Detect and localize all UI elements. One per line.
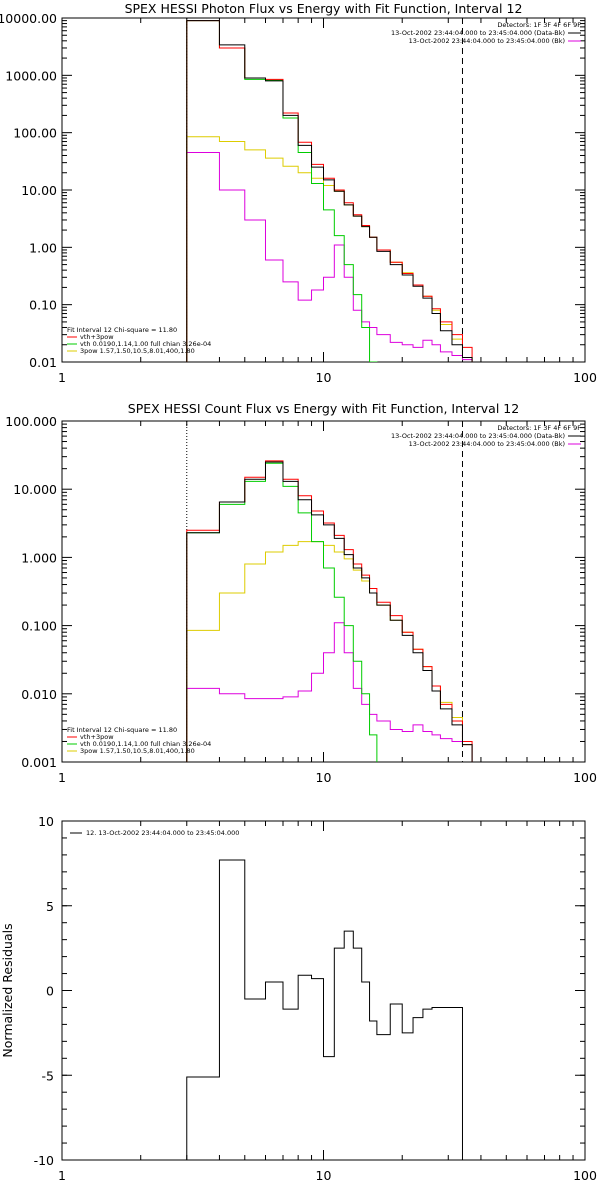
residuals-panel: 1 10 100 10 5 0 -5 -10 Normalized Residuals 12. 1… [0,814,597,1183]
detector-list: Detectors: 1F 3F 4F 6F 9F [497,424,581,432]
y-tick-label: 1.00 [29,240,57,255]
y-tick-label: 0.100 [21,619,57,634]
y-tick-label: -10 [34,1153,54,1168]
legend-entry-text: 13-Oct-2002 23:44:04.000 to 23:45:04.000… [391,432,565,440]
series-group [186,460,473,762]
legend-entry-text: 12. 13-Oct-2002 23:44:04.000 to 23:45:04… [86,829,239,837]
legend-entry-text: 3pow 1.57,1.50,10.5,8.01,400,1.80 [80,347,195,355]
legend-entry-text: Fit Interval 12 Chi-square = 11.80 [67,326,177,334]
series-line-vth [186,462,378,762]
y-tick-label: 0 [46,984,54,999]
legend-entry-text: 13-Oct-2002 23:44:04.000 to 23:45:04.000… [391,29,565,37]
series-line-vth-3pow [186,460,473,762]
x-tick-label: 100 [573,370,597,385]
chart-title: SPEX HESSI Count Flux vs Energy with Fit… [128,401,519,416]
legend-entry-text: 13-Oct-2002 23:44:04.000 to 23:45:04.000… [409,440,565,448]
x-tick-label: 100 [573,770,597,785]
y-tick-label: -5 [42,1068,54,1083]
x-tick-label: 1 [58,1168,66,1183]
y-tick-label: 10000.00 [0,11,57,26]
legend-entry-text: vth+3pow [80,333,114,341]
series-line-vth-3pow [186,20,473,362]
x-tick-label: 1 [58,370,66,385]
chart-title: SPEX HESSI Photon Flux vs Energy with Fi… [125,1,523,16]
series-line-vth [186,20,378,362]
count-flux-panel: SPEX HESSI Count Flux vs Energy with Fit… [5,401,597,785]
x-tick-label: 10 [316,370,332,385]
series-group [186,20,473,362]
legend-entry-text: vth+3pow [80,733,114,741]
legend-entry-text: vth 0.0190,1.14,1.00 full chian 3.26e-04 [80,740,211,748]
series-line-12-13-oct-2002-23-44-04-000-to-23-45-04-000 [186,859,463,1160]
y-tick-label: 1.000 [21,550,57,565]
y-tick-label: 1000.00 [5,68,57,83]
y-tick-label: 10.000 [13,482,57,497]
y-tick-label: 100.00 [13,126,57,141]
series-line-data-bk [186,20,473,362]
y-tick-label: 10.00 [21,183,57,198]
legend-entry-text: Fit Interval 12 Chi-square = 11.80 [67,726,177,734]
series-line-bk [186,152,473,362]
y-tick-label: 0.10 [29,298,57,313]
x-tick-label: 10 [316,770,332,785]
y-tick-label: 100.000 [5,414,57,429]
series-line-3pow [186,136,473,362]
x-tick-label: 10 [316,1168,332,1183]
series-line-data-bk [186,461,473,762]
x-tick-label: 1 [58,770,66,785]
series-line-bk [186,622,473,762]
legend-entry-text: 13-Oct-2002 23:44:04.000 to 23:45:04.000… [409,37,565,45]
detector-list: Detectors: 1F 3F 4F 6F 9F [497,21,581,29]
y-axis-label: Normalized Residuals [0,923,15,1057]
y-tick-label: 0.010 [21,687,57,702]
plot-frame [61,420,586,763]
y-tick-label: 0.01 [29,355,57,370]
y-tick-label: 5 [46,899,54,914]
y-tick-label: 10 [38,814,54,829]
x-tick-label: 100 [573,1168,597,1183]
series-group [186,859,463,1160]
legend-entry-text: 3pow 1.57,1.50,10.5,8.01,400,1.80 [80,747,195,755]
photon-flux-panel: SPEX HESSI Photon Flux vs Energy with Fi… [0,1,597,385]
legend-entry-text: vth 0.0190,1.14,1.00 full chian 3.26e-04 [80,340,211,348]
y-tick-label: 0.001 [21,755,57,770]
